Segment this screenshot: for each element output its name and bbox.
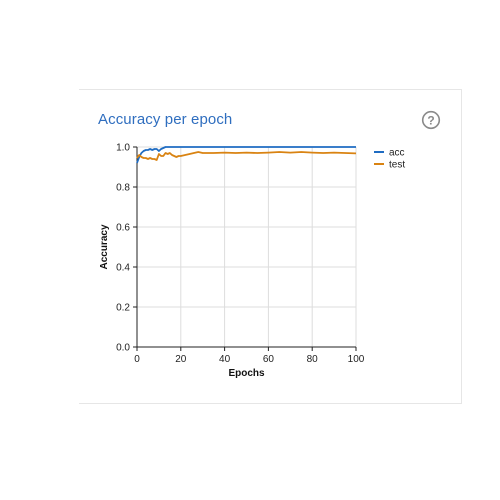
legend-label-test: test	[389, 160, 405, 171]
help-circle-icon[interactable]: ?	[421, 110, 441, 130]
x-tick-label: 20	[175, 354, 187, 365]
svg-text:?: ?	[427, 113, 434, 127]
y-tick-label: 0.4	[116, 263, 130, 274]
x-tick-label: 40	[219, 354, 231, 365]
y-tick-label: 0.6	[116, 223, 130, 234]
y-tick-label: 1.0	[116, 143, 130, 154]
y-tick-label: 0.2	[116, 303, 130, 314]
legend-label-acc: acc	[389, 148, 405, 159]
chart-title: Accuracy per epoch	[98, 111, 233, 128]
series-line-acc	[136, 146, 356, 164]
x-tick-label: 0	[134, 354, 140, 365]
y-tick-label: 0.0	[116, 343, 130, 354]
x-tick-label: 60	[263, 354, 275, 365]
x-tick-label: 100	[348, 354, 365, 365]
x-axis-label: Epochs	[228, 368, 265, 379]
chart-card: Accuracy per epoch ? 0.0 0.2 0.4 0.6 0.8 1.0 0…	[79, 89, 462, 404]
y-axis-label: Accuracy	[99, 224, 110, 269]
y-tick-label: 0.8	[116, 183, 130, 194]
x-tick-label: 80	[307, 354, 319, 365]
series-line-test	[136, 151, 357, 161]
accuracy-chart: 0.0 0.2 0.4 0.6 0.8 1.0 0 20 40 60 80 100 Epochs Accu…	[99, 143, 405, 380]
